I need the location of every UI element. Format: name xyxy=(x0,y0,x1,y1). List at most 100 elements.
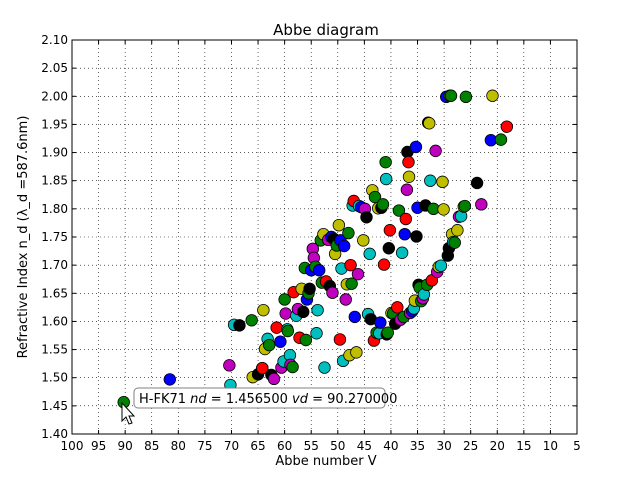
data-point xyxy=(395,246,409,259)
data-point xyxy=(333,333,347,346)
x-tick-label: 55 xyxy=(304,439,319,453)
data-point xyxy=(278,293,291,306)
data-point xyxy=(274,335,287,348)
annotation-vd-value: 90.270000 xyxy=(327,392,397,407)
x-tick-label: 5 xyxy=(573,439,581,453)
y-axis-title: Refractive Index n_d (λ_d =587.6nm) xyxy=(16,116,31,359)
data-point xyxy=(351,267,365,281)
data-point xyxy=(410,230,423,243)
data-point xyxy=(381,326,394,339)
data-point xyxy=(423,117,436,130)
data-point xyxy=(368,190,382,204)
data-point xyxy=(379,172,393,186)
data-point xyxy=(379,155,392,169)
data-point xyxy=(437,203,450,216)
data-point xyxy=(382,242,396,255)
x-tick-label: 25 xyxy=(463,439,478,453)
x-tick-label: 10 xyxy=(543,439,558,453)
data-point xyxy=(312,264,326,277)
mouse-pointer-icon xyxy=(121,401,136,425)
annotation-vd-label: vd xyxy=(292,392,309,407)
data-point xyxy=(311,303,324,317)
data-point xyxy=(383,224,397,237)
x-tick-label: 65 xyxy=(250,439,265,453)
axis-ticks: 100 95 90 85 80 75 70 65 60 55 50 45 40 35 30 25 20 15 10 5… xyxy=(41,33,581,453)
y-tick-label: 1.85 xyxy=(41,174,68,188)
data-point xyxy=(263,338,276,352)
x-tick-label: 90 xyxy=(118,439,133,453)
data-point xyxy=(398,227,411,241)
hover-annotation: H-FK71 nd = 1.456500 vd = 90.270000 xyxy=(133,387,397,409)
data-point xyxy=(392,204,406,217)
x-tick-label: 80 xyxy=(171,439,186,453)
x-tick-label: 40 xyxy=(383,439,398,453)
data-point xyxy=(233,319,246,332)
annotation-glass-name: H-FK71 xyxy=(139,392,186,407)
y-tick-label: 1.95 xyxy=(41,117,68,131)
data-point xyxy=(470,176,484,190)
data-point xyxy=(332,218,346,232)
x-tick-label: 70 xyxy=(224,439,239,453)
data-point xyxy=(363,247,376,261)
data-point xyxy=(434,259,448,272)
data-point xyxy=(424,174,437,187)
data-point xyxy=(357,234,370,247)
data-point xyxy=(326,286,339,299)
data-point xyxy=(444,89,458,102)
data-point xyxy=(377,258,391,271)
data-point xyxy=(494,133,508,146)
x-tick-label: 75 xyxy=(197,439,212,453)
x-tick-label: 15 xyxy=(516,439,531,453)
x-tick-label: 50 xyxy=(330,439,345,453)
svg-text:H-FK71 nd: H-FK71 nd = 1.456500 vd = 90.270000 xyxy=(139,392,397,407)
x-axis-title-text: Abbe number V xyxy=(275,454,376,469)
data-point xyxy=(402,155,415,169)
data-point xyxy=(318,361,331,374)
data-point xyxy=(299,333,313,347)
x-tick-label: 85 xyxy=(144,439,159,453)
data-point xyxy=(360,211,373,224)
y-tick-label: 1.55 xyxy=(41,343,68,357)
annotation-nd-label: nd xyxy=(190,392,207,407)
data-point xyxy=(348,310,362,324)
data-point xyxy=(344,258,357,272)
y-tick-label: 1.45 xyxy=(41,399,68,413)
data-point xyxy=(337,239,351,253)
data-point xyxy=(436,175,449,189)
data-point xyxy=(402,170,416,183)
annotation-box xyxy=(133,387,386,409)
x-tick-label: 30 xyxy=(436,439,451,453)
y-tick-label: 1.65 xyxy=(41,286,68,300)
data-point xyxy=(459,90,473,104)
x-tick-label: 95 xyxy=(91,439,106,453)
data-point xyxy=(350,346,363,359)
y-tick-label: 1.40 xyxy=(41,427,68,441)
data-point xyxy=(458,199,472,213)
x-axis-title: Abbe number V xyxy=(275,454,376,469)
y-tick-label: 2.10 xyxy=(41,33,68,47)
y-tick-label: 1.90 xyxy=(41,146,68,160)
x-tick-label: 60 xyxy=(277,439,292,453)
x-tick-label: 100 xyxy=(61,439,84,453)
y-tick-label: 2.00 xyxy=(41,89,68,103)
y-tick-label: 1.60 xyxy=(41,314,68,328)
x-tick-label: 35 xyxy=(410,439,425,453)
data-point xyxy=(163,373,177,386)
y-tick-label: 2.05 xyxy=(41,61,68,75)
data-point xyxy=(303,282,316,295)
data-point xyxy=(374,316,387,329)
data-point xyxy=(339,293,352,306)
data-point xyxy=(281,324,295,338)
data-point xyxy=(391,301,404,314)
chart-title: Abbe diagram xyxy=(273,21,379,39)
annotation-nd-value: 1.456500 xyxy=(226,392,288,407)
data-point xyxy=(342,226,355,240)
data-point xyxy=(279,307,292,320)
data-point xyxy=(451,224,464,237)
y-tick-label: 1.80 xyxy=(41,202,68,216)
data-points xyxy=(117,89,514,409)
data-point xyxy=(297,305,310,319)
data-point xyxy=(310,327,323,340)
x-tick-label: 20 xyxy=(490,439,505,453)
data-point xyxy=(223,359,236,372)
